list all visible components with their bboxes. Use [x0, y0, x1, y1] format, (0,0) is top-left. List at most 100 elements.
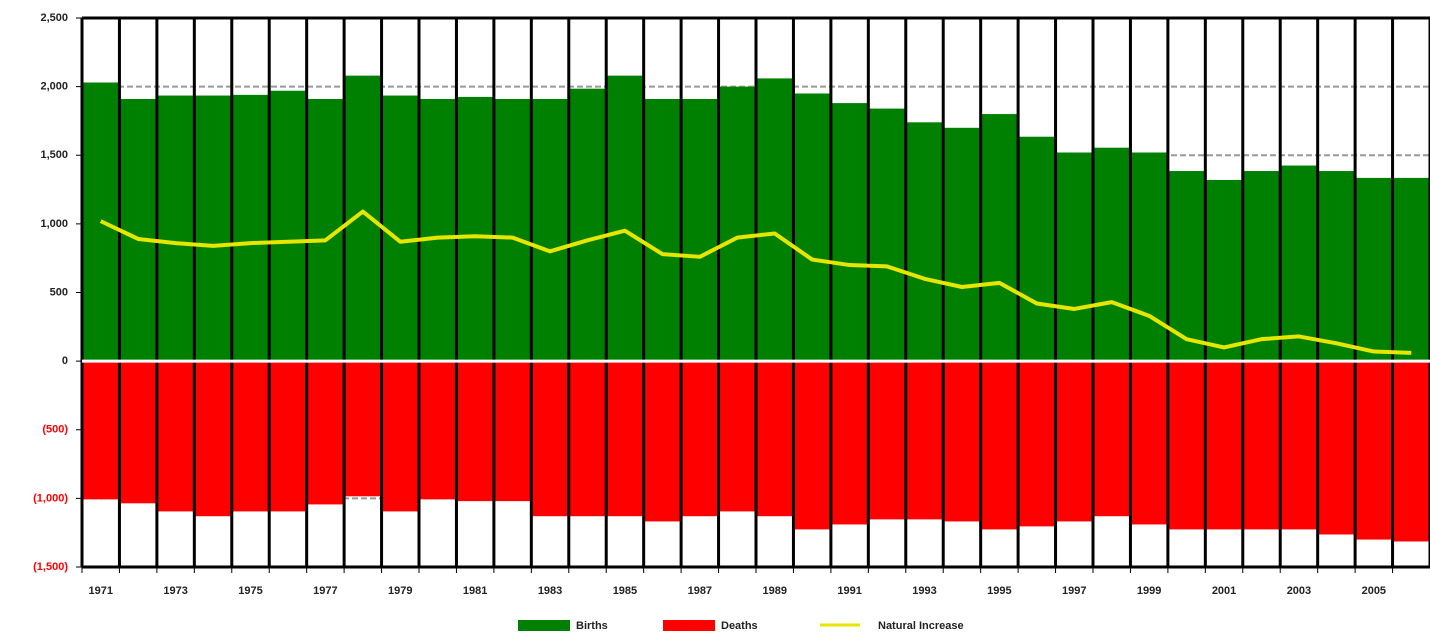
bar — [681, 98, 719, 362]
bar — [1280, 361, 1318, 530]
y-tick-label: 500 — [50, 286, 68, 298]
bar — [1130, 152, 1168, 362]
bar — [344, 361, 382, 497]
bar — [980, 361, 1019, 530]
legend-label: Births — [576, 620, 608, 632]
legend-swatch — [663, 620, 715, 631]
bar — [1093, 147, 1131, 362]
bar — [1167, 361, 1206, 530]
bar — [381, 95, 419, 362]
bar — [1018, 361, 1056, 527]
bar — [156, 95, 195, 362]
bar — [756, 361, 794, 517]
bar — [194, 95, 232, 362]
y-tick-label: 1,000 — [40, 218, 68, 230]
bar — [1317, 361, 1356, 535]
y-tick-label: 2,000 — [40, 81, 68, 93]
bar — [456, 96, 494, 362]
y-tick-label: 2,500 — [40, 12, 68, 24]
bar — [119, 361, 157, 504]
bar — [1055, 152, 1093, 362]
bar — [718, 361, 756, 512]
bar — [1242, 171, 1281, 362]
bar — [269, 90, 307, 362]
bar — [1355, 177, 1393, 362]
x-tick-label: 2005 — [1362, 585, 1386, 597]
bar — [156, 361, 195, 512]
bar — [830, 361, 869, 525]
bar — [1018, 136, 1056, 362]
y-tick-label: 0 — [62, 355, 68, 367]
bar — [980, 114, 1019, 362]
bar — [531, 98, 569, 362]
x-tick-label: 1985 — [613, 585, 637, 597]
bar — [119, 98, 157, 362]
bar — [643, 98, 682, 362]
bar — [269, 361, 307, 512]
bar — [793, 361, 831, 530]
bar — [1392, 361, 1430, 542]
bar — [905, 122, 944, 362]
x-tick-label: 2001 — [1212, 585, 1236, 597]
x-tick-label: 1991 — [837, 585, 861, 597]
bar — [456, 361, 494, 502]
bar — [82, 361, 120, 500]
y-tick-label: (500) — [42, 424, 68, 436]
bar — [493, 361, 532, 502]
bar — [194, 361, 232, 517]
legend-label: Deaths — [721, 620, 758, 632]
bar — [419, 98, 457, 362]
y-tick-label: 1,500 — [40, 149, 68, 161]
y-tick-label: (1,500) — [33, 561, 68, 573]
bar — [1355, 361, 1393, 540]
bar — [1205, 361, 1243, 530]
x-tick-label: 1993 — [912, 585, 936, 597]
legend-swatch — [518, 620, 570, 631]
bar — [231, 94, 270, 362]
bar — [568, 88, 607, 362]
y-tick-label: (1,000) — [33, 492, 68, 504]
x-tick-label: 1981 — [463, 585, 487, 597]
bar — [905, 361, 944, 520]
x-tick-label: 1983 — [538, 585, 562, 597]
bar — [1205, 179, 1243, 362]
x-tick-label: 1995 — [987, 585, 1011, 597]
bar — [1317, 171, 1356, 362]
bar — [344, 75, 382, 362]
bar — [793, 93, 831, 362]
bar — [943, 127, 981, 362]
x-tick-label: 1989 — [762, 585, 786, 597]
x-tick-label: 1971 — [88, 585, 112, 597]
bar — [606, 75, 644, 362]
bar — [643, 361, 682, 522]
bar — [306, 361, 345, 505]
bar — [381, 361, 419, 512]
bar — [1280, 165, 1318, 362]
x-tick-label: 1997 — [1062, 585, 1086, 597]
bar — [1093, 361, 1131, 517]
bar — [231, 361, 270, 512]
bar — [868, 108, 906, 362]
line — [99, 209, 1412, 355]
x-tick-label: 1999 — [1137, 585, 1161, 597]
x-tick-label: 1979 — [388, 585, 412, 597]
bar — [419, 361, 457, 500]
bar — [1392, 177, 1430, 362]
legend-label: Natural Increase — [878, 620, 964, 632]
bar — [1130, 361, 1168, 525]
bar — [681, 361, 719, 517]
bar — [493, 98, 532, 362]
bar — [1055, 361, 1093, 522]
bar — [943, 361, 981, 522]
bar — [606, 361, 644, 517]
x-tick-label: 1975 — [238, 585, 262, 597]
bar — [718, 86, 756, 362]
x-tick-label: 1987 — [688, 585, 712, 597]
x-tick-label: 1977 — [313, 585, 337, 597]
bar — [531, 361, 569, 517]
x-tick-label: 2003 — [1287, 585, 1311, 597]
bar — [1242, 361, 1281, 530]
bar — [830, 103, 869, 362]
